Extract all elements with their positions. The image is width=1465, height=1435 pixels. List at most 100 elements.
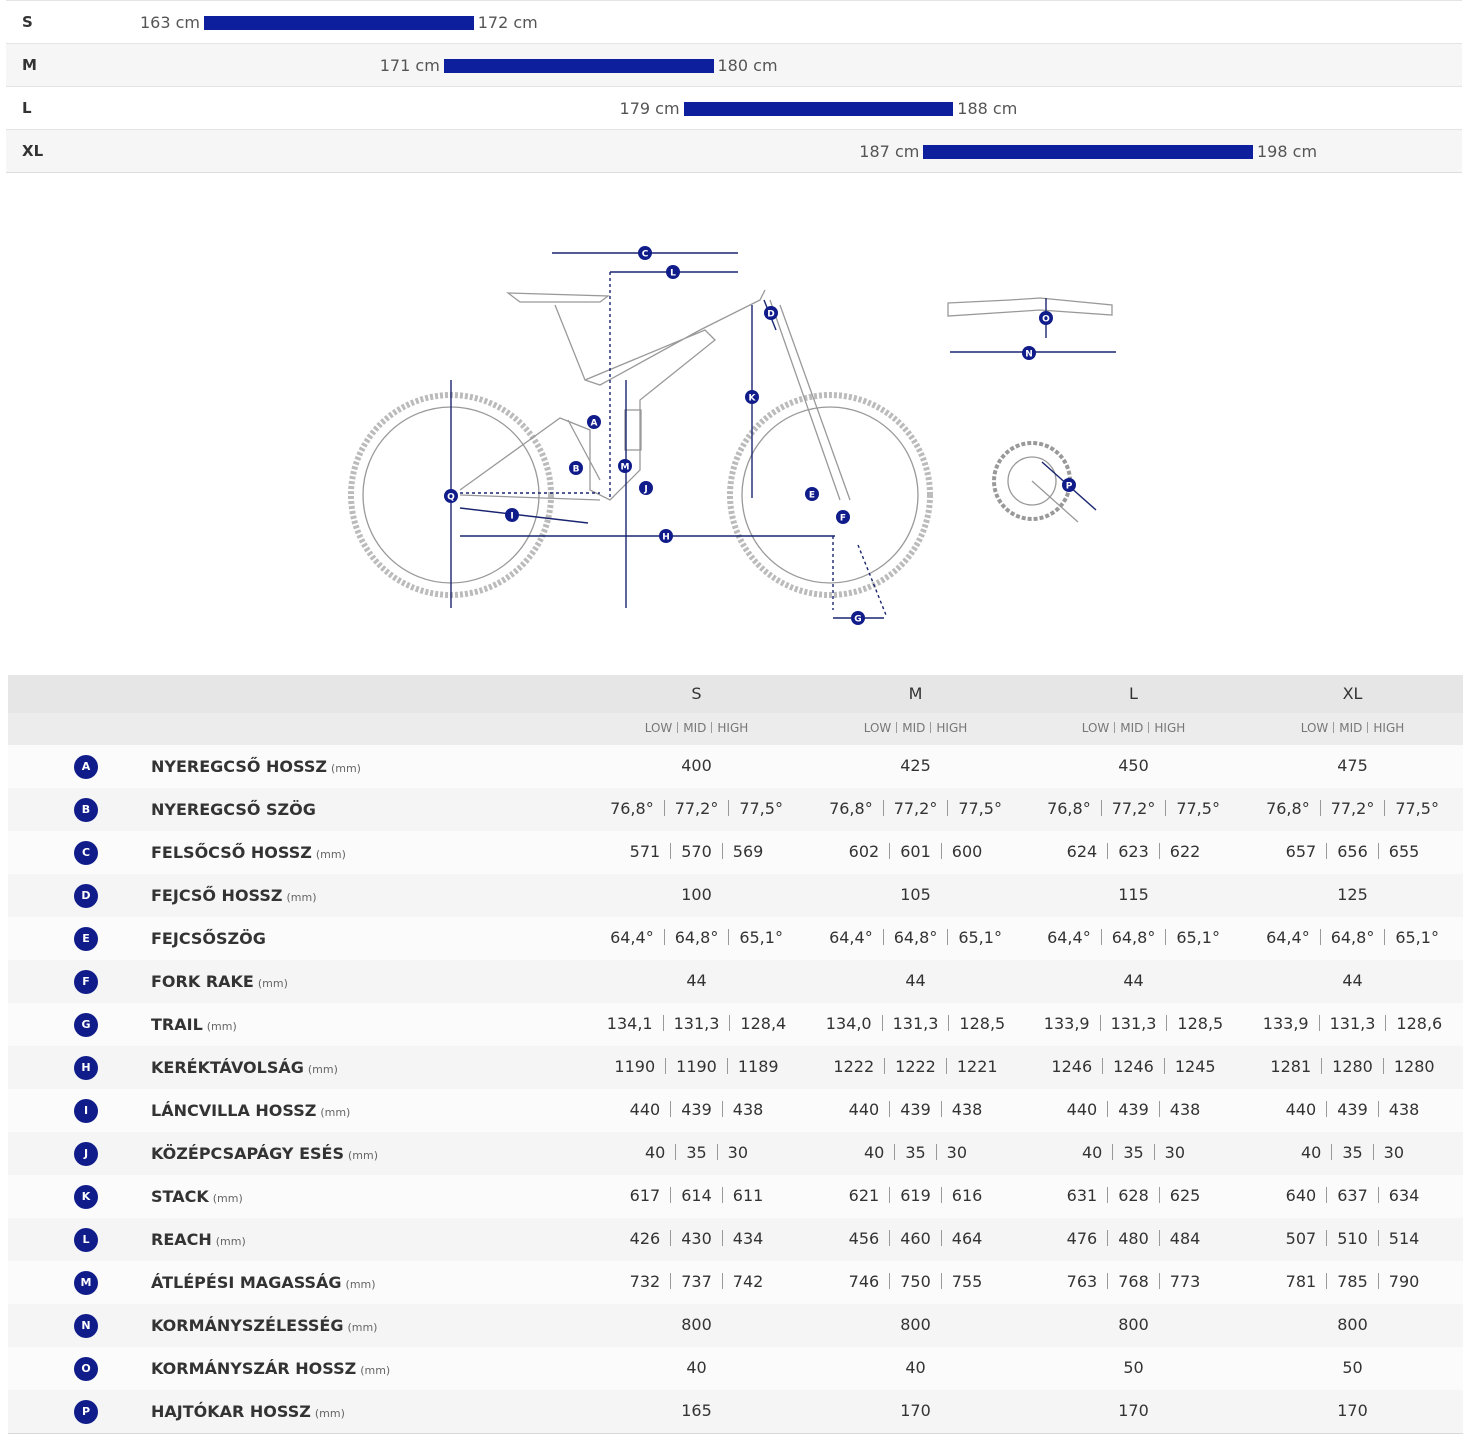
value: 77,5° — [739, 799, 783, 818]
name-text: NYEREGCSŐ SZÖG — [151, 800, 316, 819]
separator — [662, 1015, 664, 1031]
unit: (mm) — [206, 1020, 237, 1033]
separator — [729, 1015, 731, 1031]
diagram-label: O — [1042, 315, 1050, 325]
value: 40 — [1081, 1143, 1103, 1162]
label-badge — [1039, 311, 1053, 325]
value-cell: 76,8° 77,2° 77,5° — [1243, 799, 1462, 818]
value: 100 — [681, 885, 712, 904]
value: 425 — [900, 756, 931, 775]
separator — [1102, 1058, 1104, 1074]
mode: LOW — [644, 721, 673, 735]
value: 163 — [139, 13, 171, 32]
mode-header: LOW MID HIGH LOW MID HIGH LOW MID HIGH LOW MID HIGH — [8, 713, 1463, 745]
value: 30 — [727, 1143, 749, 1162]
value-cell: 426 430 434 — [587, 1229, 806, 1248]
size-heading: S — [691, 684, 702, 703]
separator — [884, 1058, 886, 1074]
letter-badge: C — [74, 841, 98, 865]
height-bar — [443, 59, 714, 73]
separator — [1100, 800, 1102, 816]
unit: (mm) — [360, 1364, 391, 1377]
letter-badge: K — [74, 1185, 98, 1209]
value-cell: 76,8° 77,2° 77,5° — [587, 799, 806, 818]
value-cell: 76,8° 77,2° 77,5° — [806, 799, 1025, 818]
size-header: S M L XL — [8, 675, 1463, 713]
value-cell: 602 601 600 — [806, 842, 1025, 861]
separator — [1153, 1144, 1155, 1160]
unit: cm — [513, 13, 538, 32]
value: 35 — [905, 1143, 926, 1162]
value-cell: 40 35 30 — [587, 1143, 806, 1162]
label-badge — [638, 246, 652, 260]
min-height: 179 cm — [620, 99, 680, 118]
unit: (mm) — [347, 1149, 378, 1162]
name-text: KORMÁNYSZÁR HOSSZ — [151, 1359, 357, 1378]
unit: (mm) — [315, 848, 346, 861]
value: 64,4° — [829, 928, 873, 947]
value: 510 — [1337, 1229, 1368, 1248]
geometry-row: M ÁTLÉPÉSI MAGASSÁG (mm) 732 737 742 746 750 755… — [8, 1261, 1463, 1305]
value: 65,1° — [739, 928, 783, 947]
value: 50 — [1342, 1358, 1363, 1377]
value: 438 — [732, 1100, 764, 1119]
unit: (mm) — [314, 1407, 345, 1420]
value-cell: 781 785 790 — [1243, 1272, 1462, 1291]
unit: (mm) — [215, 1235, 246, 1248]
value: 768 — [1118, 1272, 1149, 1291]
value: 440 — [629, 1100, 661, 1119]
value: 65,1° — [958, 928, 1002, 947]
mode: MID — [902, 721, 926, 735]
value: 631 — [1066, 1186, 1098, 1205]
geometry-row: P HAJTÓKAR HOSSZ (mm) 165 170 170 170 — [8, 1390, 1463, 1434]
value-cell: 133,9 131,3 128,6 — [1243, 1014, 1462, 1033]
separator — [1319, 800, 1321, 816]
value: 400 — [681, 756, 712, 775]
size-label: M — [22, 56, 37, 74]
min-height: 187 cm — [859, 142, 919, 161]
diagram-label: G — [854, 615, 861, 625]
geometry-row: L REACH (mm) 426 430 434 456 460 464 476 480 484 507… — [8, 1218, 1463, 1262]
value: 460 — [900, 1229, 931, 1248]
diagram-label: M — [621, 463, 630, 473]
separator — [940, 1187, 942, 1203]
max-height: 172 cm — [478, 13, 538, 32]
separator — [721, 1187, 723, 1203]
value-cell: 640 637 634 — [1243, 1186, 1462, 1205]
unit: (mm) — [307, 1063, 338, 1076]
separator — [1158, 1273, 1160, 1289]
diagram-label: K — [749, 394, 757, 404]
separator — [721, 1273, 723, 1289]
value: 134,1 — [606, 1014, 653, 1033]
value: 125 — [1337, 885, 1368, 904]
size-heading: M — [908, 684, 923, 703]
separator — [663, 800, 665, 816]
value: 198 — [1257, 142, 1288, 161]
value-cell: 624 623 622 — [1024, 842, 1243, 861]
geometry-row: H KERÉKTÁVOLSÁG (mm) 1190 1190 1189 1222 1222 12… — [8, 1046, 1463, 1090]
letter-badge: E — [74, 927, 98, 951]
name-text: FEJCSŐSZÖG — [151, 929, 266, 948]
separator — [1377, 1187, 1379, 1203]
unit: cm — [655, 99, 680, 118]
value: 77,2° — [1330, 799, 1375, 818]
value: 800 — [1118, 1315, 1149, 1334]
value: 76,8° — [1047, 799, 1091, 818]
value-cell: 44 — [587, 971, 806, 990]
value-cell: 631 628 625 — [1024, 1186, 1243, 1205]
value: 44 — [686, 971, 707, 990]
separator — [1114, 722, 1116, 733]
value: 64,8° — [893, 928, 938, 947]
separator — [716, 1144, 718, 1160]
separator — [711, 722, 713, 733]
separator — [1165, 800, 1167, 816]
unit: (mm) — [347, 1321, 378, 1334]
unit: (mm) — [257, 977, 288, 990]
value: 439 — [900, 1100, 931, 1119]
value: 476 — [1066, 1229, 1098, 1248]
geometry-row: E FEJCSŐSZÖG 64,4° 64,8° 65,1° 64,4° 64,8° 65,1… — [8, 917, 1463, 961]
value: 514 — [1388, 1229, 1420, 1248]
value: 623 — [1118, 842, 1149, 861]
separator — [1326, 1187, 1328, 1203]
label-badge — [639, 481, 653, 495]
